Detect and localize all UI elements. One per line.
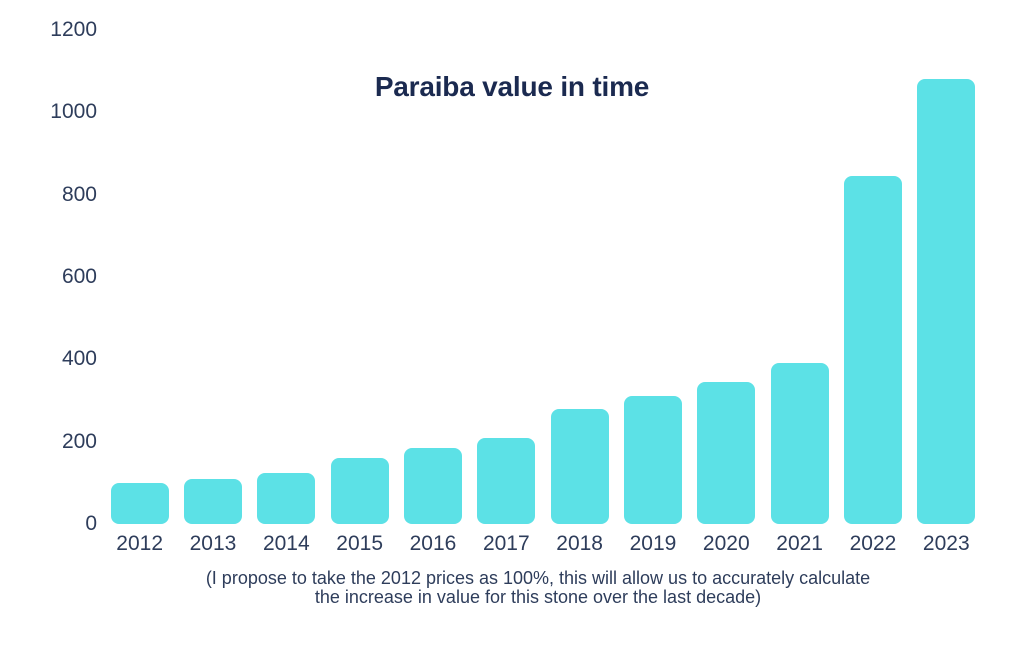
x-label-2013: 2013 [189, 532, 237, 555]
chart-title: Paraiba value in time [374, 71, 650, 102]
bar-2021 [770, 363, 829, 524]
x-label-2021: 2021 [776, 532, 823, 555]
chart-footnote: (I propose to take the 2012 prices as 10… [52, 569, 1024, 607]
x-label-2012: 2012 [116, 532, 164, 555]
bar-2015 [330, 458, 389, 524]
x-label-2014: 2014 [262, 532, 310, 555]
bar-2013 [183, 478, 242, 524]
x-label-2022: 2022 [849, 532, 897, 555]
x-label-2015: 2015 [336, 532, 383, 555]
x-label-2016: 2016 [409, 532, 457, 555]
x-label-2019: 2019 [629, 532, 677, 555]
y-tick-label-1200: 1200 [50, 18, 97, 41]
bar-2014 [257, 472, 316, 524]
y-tick-label-400: 400 [61, 347, 97, 371]
footnote-line-2: the increase in value for this stone ove… [314, 587, 762, 607]
bar-2022 [843, 176, 902, 524]
x-label-2023: 2023 [922, 532, 970, 555]
x-label-2018: 2018 [556, 532, 603, 555]
bar-2012 [110, 482, 169, 524]
y-tick-label-800: 800 [61, 182, 97, 206]
y-tick-label-0: 0 [85, 512, 97, 535]
x-label-2020: 2020 [702, 532, 750, 555]
bar-2020 [697, 381, 756, 524]
y-tick-label-1000: 1000 [50, 100, 97, 124]
bar-2018 [550, 408, 609, 524]
bar-2023 [917, 79, 976, 524]
y-tick-label-200: 200 [61, 429, 97, 453]
footnote-line-1: (I propose to take the 2012 prices as 10… [205, 568, 871, 588]
x-label-2017: 2017 [482, 532, 530, 555]
y-tick-label-600: 600 [61, 265, 97, 288]
bar-2019 [623, 396, 682, 524]
bar-2017 [477, 437, 536, 524]
bar-2016 [403, 447, 462, 524]
